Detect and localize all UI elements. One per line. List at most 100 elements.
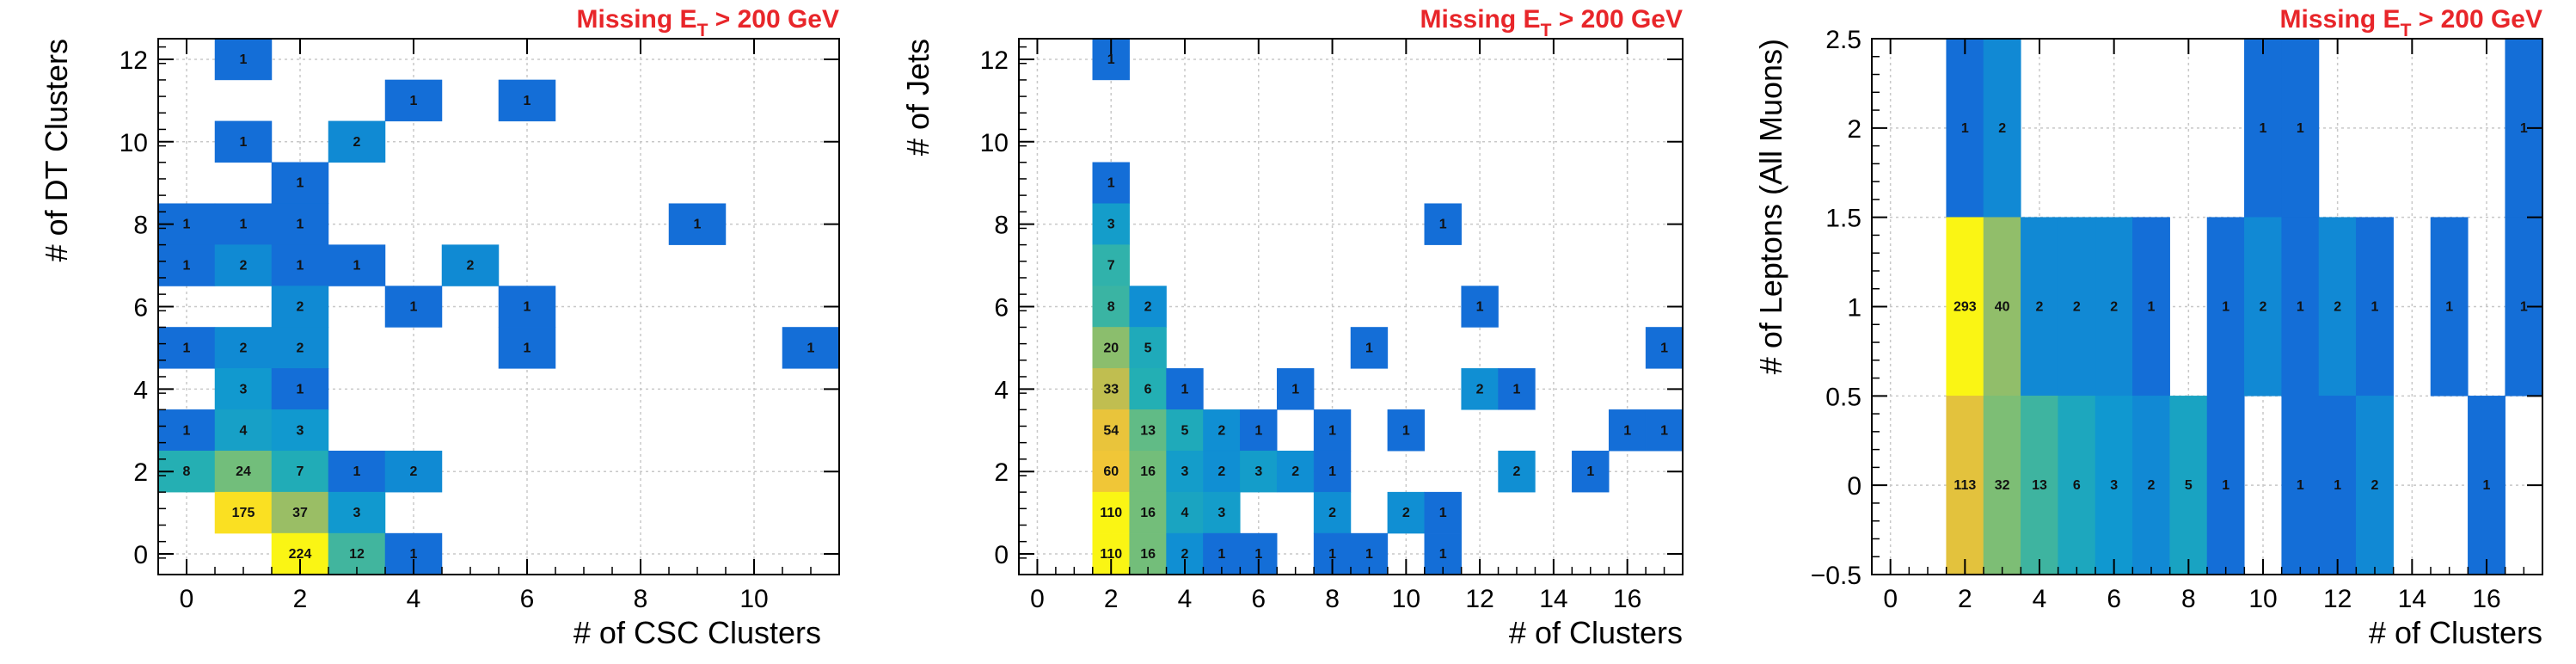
heatmap-cell bbox=[2356, 396, 2394, 575]
heatmap-cell bbox=[1572, 450, 1610, 493]
ticks: 0 2 4 6 8 10 12 14 16−0.500.511.522.5 bbox=[1811, 26, 2543, 613]
y-tick-label: 12 bbox=[120, 46, 148, 75]
heatmap-jets-vs-clusters: 113 178 2 120 5 1 133 6 1 1 2 154 13 5 2 1 1 1 1 160 16 3 2 3 2 1… bbox=[900, 5, 1684, 650]
cell-label: 2 bbox=[1513, 464, 1521, 479]
y-tick-label: 4 bbox=[133, 376, 148, 404]
cell-label: 2 bbox=[1998, 121, 2006, 136]
heatmap-cell bbox=[1166, 368, 1204, 410]
y-tick-label: 8 bbox=[994, 212, 1009, 240]
heatmap-cell bbox=[1092, 450, 1130, 493]
cell-label: 1 bbox=[1586, 464, 1594, 479]
x-tick-label: 8 bbox=[1325, 585, 1340, 613]
cell-label: 1 bbox=[1365, 341, 1373, 355]
cell-label: 6 bbox=[2073, 478, 2081, 493]
y-tick-label: 4 bbox=[994, 376, 1009, 404]
cell-label: 1 bbox=[1181, 382, 1189, 397]
cell-label: 3 bbox=[1181, 464, 1189, 479]
y-tick-label: 0 bbox=[994, 541, 1009, 569]
cell-label: 1 bbox=[2148, 300, 2156, 315]
cell-label: 1 bbox=[240, 52, 248, 67]
x-axis-label: # of Clusters bbox=[1509, 615, 1683, 650]
cell-label: 1 bbox=[1107, 52, 1115, 67]
cell-label: 16 bbox=[1140, 464, 1156, 479]
cell-label: 4 bbox=[240, 423, 248, 438]
cell-label: 1 bbox=[2222, 478, 2229, 493]
cell-label: 3 bbox=[1107, 218, 1115, 232]
y-tick-label: 0.5 bbox=[1825, 383, 1861, 411]
x-tick-label: 6 bbox=[2107, 585, 2121, 613]
cell-label: 12 bbox=[349, 547, 365, 562]
heatmap-cell bbox=[1129, 409, 1167, 452]
cell-label: 1 bbox=[2483, 478, 2491, 493]
heatmap-cell bbox=[2132, 396, 2170, 575]
y-tick-label: 1 bbox=[1847, 294, 1861, 323]
heatmap-cell bbox=[271, 368, 329, 410]
title-subscript: T bbox=[1541, 21, 1552, 40]
heatmap-cell bbox=[2468, 396, 2505, 575]
heatmap-cell bbox=[1129, 450, 1167, 493]
cell-label: 2 bbox=[353, 135, 361, 150]
cell-label: 110 bbox=[1100, 506, 1122, 520]
heatmap-cell bbox=[1983, 38, 2021, 218]
cell-label: 1 bbox=[2520, 300, 2528, 315]
cell-label: 8 bbox=[1107, 300, 1115, 315]
cell-label: 1 bbox=[1328, 547, 1336, 562]
cell-label: 33 bbox=[1103, 382, 1119, 397]
cell-label: 2 bbox=[467, 259, 475, 274]
heatmap-cell bbox=[271, 162, 329, 204]
heatmap-cell bbox=[2095, 396, 2133, 575]
heatmap-cell bbox=[2095, 217, 2133, 397]
cell-label: 1 bbox=[524, 94, 531, 108]
cell-label: 2 bbox=[297, 300, 304, 315]
cell-label: 5 bbox=[1181, 423, 1189, 438]
y-tick-label: 0 bbox=[133, 541, 148, 569]
x-axis-label: # of Clusters bbox=[2369, 615, 2542, 650]
x-tick-label: 4 bbox=[1178, 585, 1193, 613]
cell-label: 60 bbox=[1103, 464, 1119, 479]
heatmap-cell bbox=[214, 203, 273, 245]
cell-label: 1 bbox=[1439, 218, 1447, 232]
x-tick-label: 2 bbox=[1104, 585, 1119, 613]
heatmap-cell bbox=[668, 203, 727, 245]
cell-label: 1 bbox=[807, 341, 815, 355]
heatmap-cell bbox=[271, 244, 329, 286]
x-tick-label: 10 bbox=[739, 585, 768, 613]
heatmap-cell bbox=[1424, 203, 1462, 245]
cell-label: 1 bbox=[183, 218, 191, 232]
heatmap-cell bbox=[328, 450, 386, 493]
heatmap-cell bbox=[214, 450, 273, 493]
cell-label: 5 bbox=[1144, 341, 1152, 355]
heatmap-cell bbox=[2058, 217, 2096, 397]
cell-label: 16 bbox=[1140, 506, 1156, 520]
cell-label: 20 bbox=[1103, 341, 1119, 355]
heatmap-cell bbox=[2206, 396, 2245, 575]
cell-label: 1 bbox=[1328, 423, 1336, 438]
heatmap-cell bbox=[271, 327, 329, 369]
chart-title: Missing ET > 200 GeV bbox=[577, 5, 839, 40]
cell-label: 1 bbox=[410, 94, 418, 108]
x-tick-label: 0 bbox=[1883, 585, 1898, 613]
y-tick-label: 2 bbox=[1847, 115, 1861, 144]
cell-label: 224 bbox=[289, 547, 312, 562]
heatmap-cell bbox=[1946, 396, 1984, 575]
cell-label: 37 bbox=[292, 506, 308, 520]
heatmap-cell bbox=[1092, 286, 1130, 328]
cell-label: 3 bbox=[297, 423, 304, 438]
cell-label: 1 bbox=[410, 547, 418, 562]
y-tick-label: −0.5 bbox=[1811, 562, 1861, 590]
heatmap-cell bbox=[1608, 409, 1647, 452]
heatmap-cell bbox=[1203, 409, 1241, 452]
heatmap-cell bbox=[328, 244, 386, 286]
cell-label: 1 bbox=[1623, 423, 1631, 438]
heatmap-cell bbox=[1313, 450, 1352, 493]
title-main: Missing E bbox=[2280, 5, 2401, 34]
heatmap-cell bbox=[1092, 368, 1130, 410]
heatmap-cell bbox=[214, 327, 273, 369]
y-tick-label: 2 bbox=[133, 458, 148, 487]
cell-label: 2 bbox=[1144, 300, 1152, 315]
heatmap-cell bbox=[1092, 244, 1130, 286]
heatmap-cell bbox=[1645, 409, 1684, 452]
heatmap-cell bbox=[1240, 450, 1278, 493]
y-tick-label: 1.5 bbox=[1825, 205, 1861, 233]
